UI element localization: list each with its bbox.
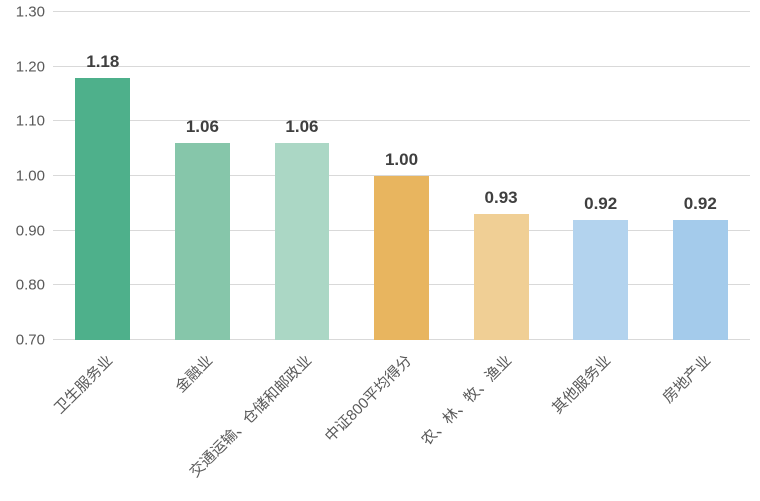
- y-tick-label: 0.70: [16, 332, 53, 349]
- bar: 1.06: [175, 143, 230, 340]
- bar: 1.00: [374, 176, 429, 340]
- x-tick-label: 金融业: [170, 350, 217, 397]
- x-label-slot: 农、林、牧、渔业: [451, 340, 551, 501]
- bar-value-label: 0.92: [584, 194, 617, 220]
- x-tick-label: 房地产业: [658, 350, 715, 407]
- x-tick-label: 卫生服务业: [49, 350, 117, 418]
- x-label-slot: 房地产业: [650, 340, 750, 501]
- bar-slot: 1.06: [153, 12, 253, 340]
- bar-chart: 0.700.800.901.001.101.201.30 1.181.061.0…: [0, 0, 760, 501]
- y-tick-label: 0.90: [16, 222, 53, 239]
- bar: 0.92: [673, 220, 728, 340]
- bar-value-label: 1.18: [86, 52, 119, 78]
- bar-slot: 1.06: [252, 12, 352, 340]
- bar-value-label: 1.06: [186, 117, 219, 143]
- bar-slot: 0.92: [650, 12, 750, 340]
- bar-slot: 0.93: [451, 12, 551, 340]
- x-tick-label: 其他服务业: [547, 350, 615, 418]
- y-tick-label: 1.10: [16, 113, 53, 130]
- bar-slot: 1.18: [53, 12, 153, 340]
- y-tick-label: 0.80: [16, 277, 53, 294]
- bar-slot: 1.00: [352, 12, 452, 340]
- y-tick-label: 1.20: [16, 58, 53, 75]
- x-label-slot: 卫生服务业: [52, 340, 152, 501]
- bar-value-label: 1.06: [285, 117, 318, 143]
- y-tick-label: 1.30: [16, 4, 53, 21]
- bar: 0.92: [573, 220, 628, 340]
- x-label-slot: 其他服务业: [551, 340, 651, 501]
- x-axis-labels: 卫生服务业金融业交通运输、仓储和邮政业中证800平均得分农、林、牧、渔业其他服务…: [52, 340, 750, 501]
- bars-group: 1.181.061.061.000.930.920.92: [53, 12, 750, 340]
- bar: 1.06: [275, 143, 330, 340]
- bar-value-label: 1.00: [385, 150, 418, 176]
- bar: 1.18: [75, 78, 130, 340]
- bar-value-label: 0.92: [684, 194, 717, 220]
- bar: 0.93: [474, 214, 529, 340]
- plot-area: 0.700.800.901.001.101.201.30 1.181.061.0…: [52, 12, 750, 340]
- bar-slot: 0.92: [551, 12, 651, 340]
- y-tick-label: 1.00: [16, 168, 53, 185]
- bar-value-label: 0.93: [485, 188, 518, 214]
